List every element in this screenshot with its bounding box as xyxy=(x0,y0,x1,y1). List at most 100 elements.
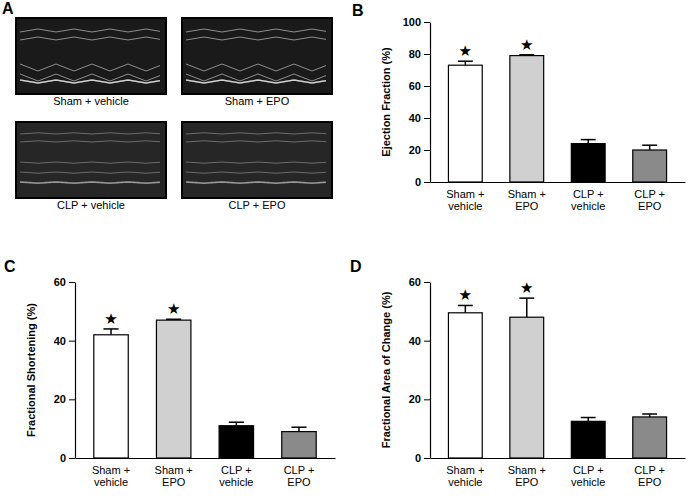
y-tick-mark xyxy=(424,341,430,342)
x-tick-label: Sham +EPO xyxy=(155,464,193,489)
echo-image xyxy=(182,122,332,198)
bar xyxy=(633,417,667,458)
y-axis-line xyxy=(430,23,431,183)
y-tick: 60 xyxy=(54,276,75,288)
y-axis: 0204060 xyxy=(409,276,431,464)
y-tick: 40 xyxy=(409,112,430,124)
error-cap xyxy=(581,417,596,419)
y-tick-mark xyxy=(424,86,430,87)
y-tick: 100 xyxy=(403,16,430,28)
echo-image xyxy=(16,18,166,94)
panel-letter: B xyxy=(352,2,364,19)
bar xyxy=(510,56,544,182)
x-tick: CLP +EPO xyxy=(284,458,315,488)
y-tick-label: 20 xyxy=(409,144,421,156)
error-stem xyxy=(526,298,528,317)
panel-letter: A xyxy=(2,0,14,17)
y-tick: 40 xyxy=(54,335,75,347)
echo-trace xyxy=(186,133,326,134)
echo-trace xyxy=(20,80,160,83)
x-tick: Sham +vehicle xyxy=(446,182,484,212)
x-tick-label: Sham +vehicle xyxy=(446,188,484,213)
x-tick-label: Sham +EPO xyxy=(508,464,546,489)
significance-star: ★ xyxy=(520,279,533,296)
error-bar xyxy=(103,329,118,335)
y-tick-label: 40 xyxy=(409,335,421,347)
x-tick-label: CLP +EPO xyxy=(634,464,665,489)
echo-trace xyxy=(186,182,326,183)
x-axis: Sham +vehicleSham +EPOCLP +vehicleCLP +E… xyxy=(431,458,686,488)
echo-trace xyxy=(20,37,160,40)
y-tick-label: 20 xyxy=(54,393,66,405)
y-tick-mark xyxy=(424,399,430,400)
y-tick: 0 xyxy=(60,452,75,464)
error-cap xyxy=(229,421,244,423)
x-axis-line xyxy=(431,458,686,459)
annotations: ★★ xyxy=(459,279,534,303)
error-cap xyxy=(642,144,657,146)
error-bar xyxy=(581,140,596,144)
error-cap xyxy=(103,328,118,330)
error-stem xyxy=(465,305,467,312)
echo-trace xyxy=(186,29,326,32)
x-tick: Sham +vehicle xyxy=(446,458,484,488)
error-cap xyxy=(458,305,473,307)
y-tick: 60 xyxy=(409,276,430,288)
bar-panel: D0204060Sham +vehicleSham +EPOCLP +vehic… xyxy=(350,258,686,488)
bar-panel: B020406080100Sham +vehicleSham +EPOCLP +… xyxy=(352,2,686,212)
significance-star: ★ xyxy=(520,36,533,53)
plot-area xyxy=(448,55,666,182)
error-cap xyxy=(581,139,596,141)
bar xyxy=(156,320,190,458)
echo-frame xyxy=(16,18,166,94)
error-cap xyxy=(458,60,473,62)
significance-star: ★ xyxy=(459,286,472,303)
y-tick: 0 xyxy=(415,452,430,464)
plot-area xyxy=(448,298,666,458)
echo-trace xyxy=(186,141,326,142)
bar xyxy=(510,317,544,458)
y-tick-mark xyxy=(424,54,430,55)
error-cap xyxy=(519,297,534,299)
echo-image xyxy=(182,18,332,94)
echo-frame xyxy=(16,122,166,198)
figure: ASham + vehicleSham + EPOCLP + vehicleCL… xyxy=(0,0,692,504)
significance-star: ★ xyxy=(167,300,180,317)
echo-trace xyxy=(186,37,326,40)
y-tick: 80 xyxy=(409,48,430,60)
y-tick-label: 100 xyxy=(403,16,421,28)
x-tick: Sham +EPO xyxy=(508,458,546,488)
x-tick-label: CLP +vehicle xyxy=(219,464,253,489)
panel-letter: D xyxy=(350,258,362,275)
significance-star: ★ xyxy=(459,42,472,59)
x-tick-label: CLP +vehicle xyxy=(571,188,605,213)
image-label: Sham + EPO xyxy=(225,95,290,107)
y-tick-mark xyxy=(424,150,430,151)
echo-trace xyxy=(186,172,326,173)
x-axis: Sham +vehicleSham +EPOCLP +vehicleCLP +E… xyxy=(76,458,336,488)
y-tick-label: 80 xyxy=(409,48,421,60)
y-tick-mark xyxy=(69,341,75,342)
echo-frame xyxy=(182,122,332,198)
error-cap xyxy=(291,426,306,428)
annotations: ★★ xyxy=(104,300,180,327)
y-axis-title: Ejection Fraction (%) xyxy=(380,47,392,157)
bar xyxy=(633,150,667,182)
y-axis: 020406080100 xyxy=(403,16,431,188)
y-tick: 0 xyxy=(415,176,430,188)
echo-trace xyxy=(20,64,160,71)
echo-image xyxy=(16,122,166,198)
x-tick: Sham +EPO xyxy=(155,458,193,488)
bar xyxy=(94,335,128,458)
echo-trace xyxy=(186,80,326,83)
bar xyxy=(571,421,605,458)
image-panel: ASham + vehicleSham + EPOCLP + vehicleCL… xyxy=(2,0,332,211)
error-cap xyxy=(642,413,657,415)
bar xyxy=(448,65,482,182)
y-axis: 0 20 40 60 xyxy=(54,276,76,464)
echo-trace xyxy=(20,172,160,173)
echo-trace xyxy=(186,64,326,71)
y-axis-title: Fractional Shortening (%) xyxy=(25,303,37,437)
annotations: ★★ xyxy=(459,36,534,59)
y-tick-mark xyxy=(424,118,430,119)
